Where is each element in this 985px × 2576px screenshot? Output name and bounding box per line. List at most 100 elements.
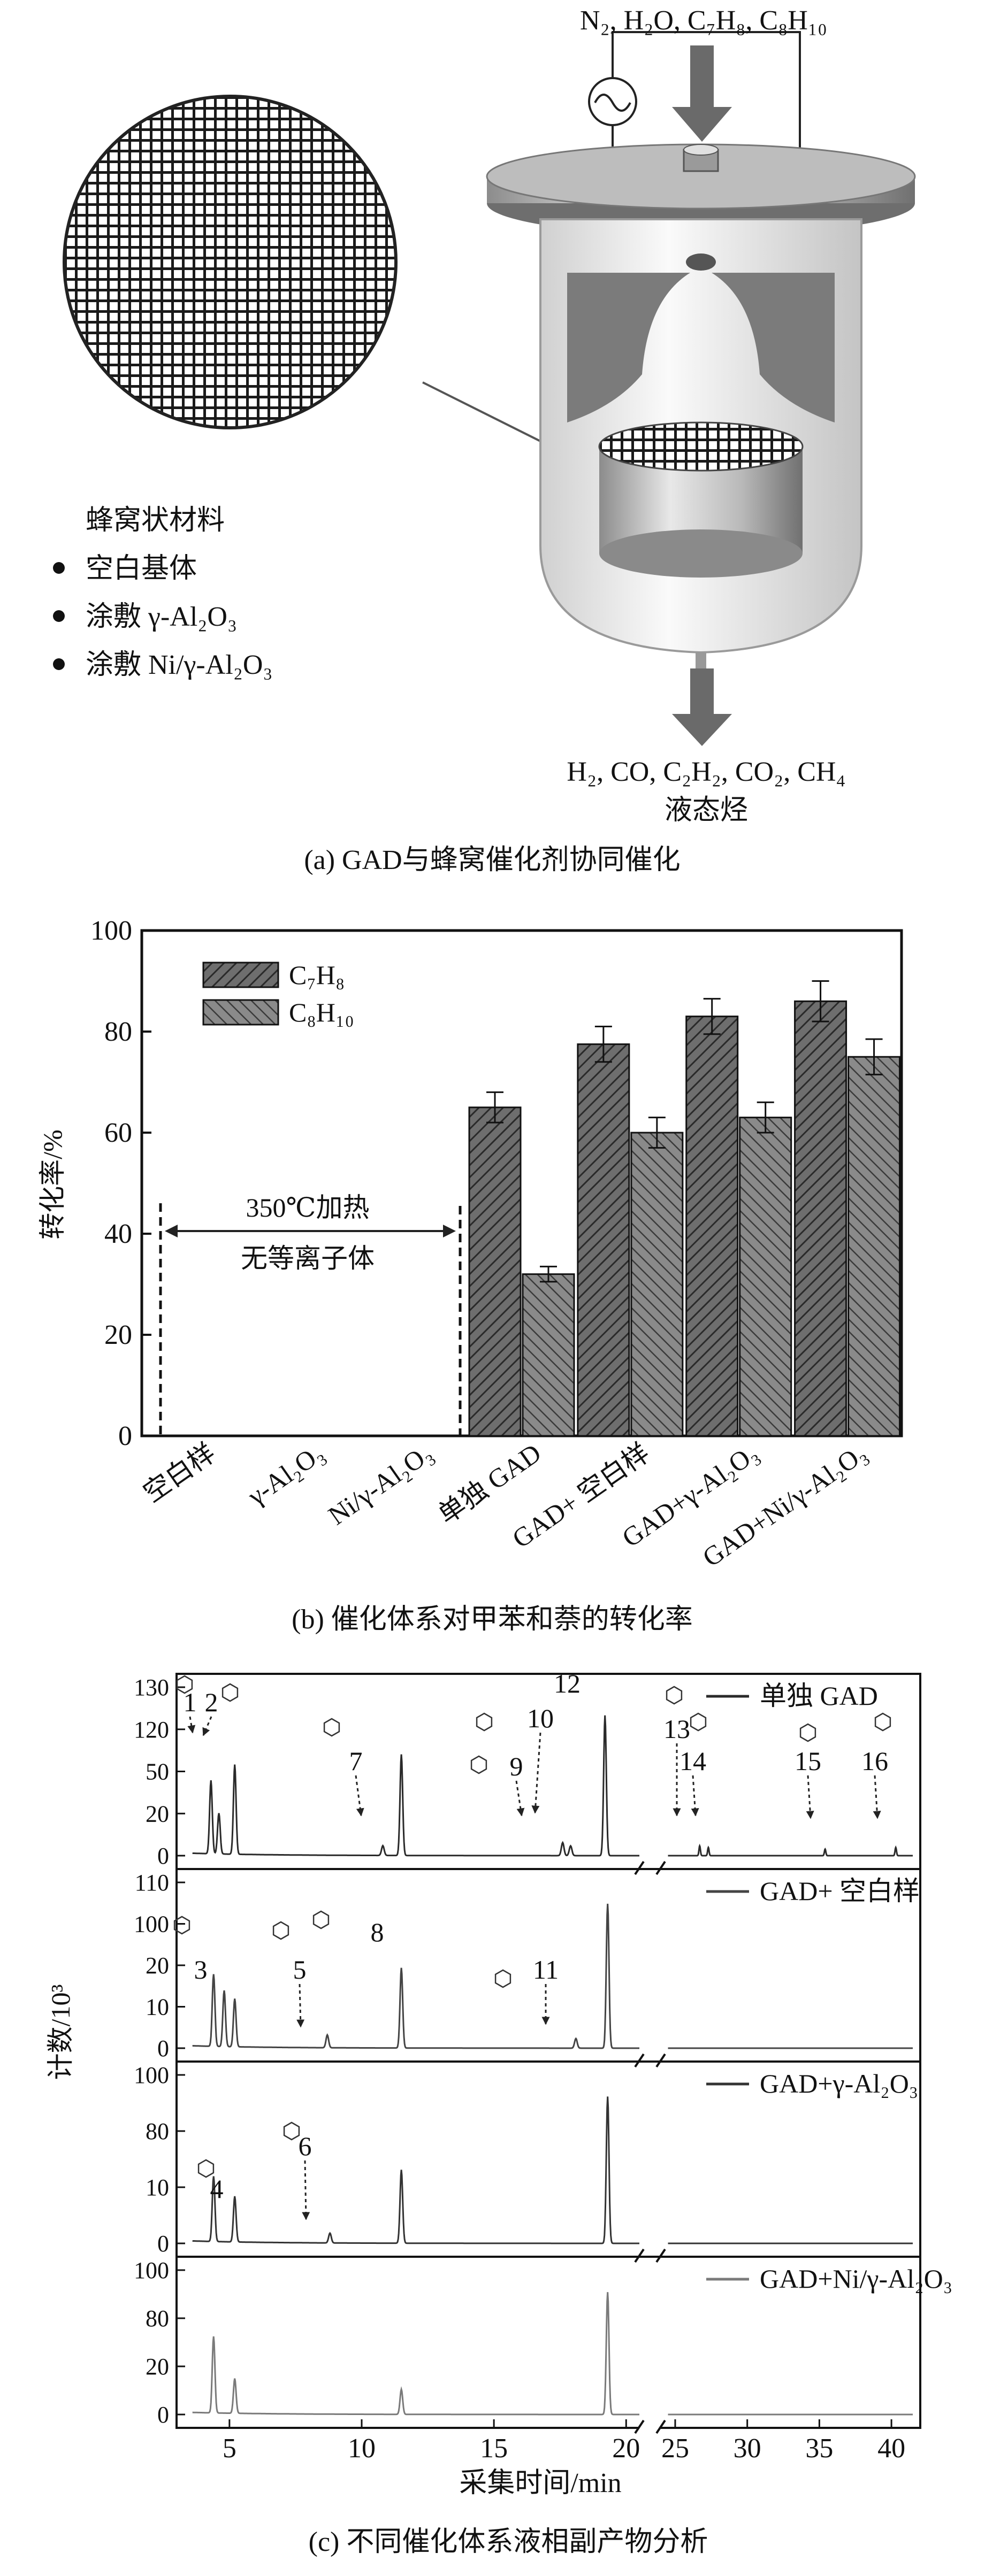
x-tick-label: 25 (661, 2433, 689, 2464)
legend-label-c8h10: C₈H₁₀ (289, 997, 354, 1027)
peak-arrow (531, 1732, 541, 1814)
peak-label: 9 (510, 1751, 523, 1781)
panel-a-caption: (a) GAD与蜂窝催化剂协同催化 (304, 845, 680, 875)
annotation-no-plasma: 无等离子体 (241, 1243, 375, 1273)
y-tick-label: 20 (146, 1952, 169, 1979)
inlet-gases-label: N₂, H₂O, C₇H₈, C₈H₁₀ (580, 5, 827, 36)
peak-arrow (202, 1716, 212, 1736)
y-tick-label: 100 (134, 1911, 169, 1937)
panel-c-caption: (c) 不同催化体系液相副产物分析 (309, 2527, 708, 2557)
x-tick-label: 10 (348, 2433, 376, 2464)
molecule-icon (666, 1686, 683, 1705)
chromatogram-panel: 0 10 20 100 110 GAD+ 空白样 (134, 1868, 921, 2068)
chart-b-ylabel: 转化率/% (37, 1129, 67, 1240)
axis-break-mark (655, 2419, 666, 2434)
chart-b-bars (468, 980, 901, 1437)
material-list: 空白基体 涂敷 γ-Al₂O₃ 涂敷 Ni/γ-Al₂O₃ (53, 553, 273, 680)
x-tick-label: 15 (480, 2433, 508, 2464)
material-item: 涂敷 γ-Al₂O₃ (86, 602, 237, 632)
chart-b-legend: C₇H₈ C₈H₁₀ (202, 960, 354, 1027)
peak-arrow (691, 1775, 699, 1817)
x-category-label: Ni/γ-Al₂O₃ (323, 1437, 438, 1531)
chart-c-x-axis: 5 10 15 20 25 30 35 40 (223, 2419, 905, 2464)
legend-label: GAD+Ni/γ-Al₂O₃ (760, 2264, 952, 2294)
y-tick-label: 120 (134, 1717, 169, 1743)
molecule-icon (176, 1675, 193, 1694)
inlet-arrow (672, 45, 732, 142)
bar-c8h10 (522, 1273, 575, 1437)
peak-label: 14 (679, 1746, 706, 1776)
legend-swatch-c7h8 (202, 962, 279, 988)
peak-arrow (873, 1775, 881, 1819)
x-tick-label: 35 (805, 2433, 833, 2464)
peak-label: 15 (795, 1746, 821, 1776)
bar-c8h10 (847, 1056, 901, 1437)
outlet-liquid-label: 液态烃 (665, 795, 748, 826)
bullet-icon (53, 658, 65, 670)
y-tick-label: 20 (146, 2354, 169, 2380)
x-category-label: γ-Al₂O₃ (242, 1437, 330, 1511)
y-tick-label: 100 (134, 2257, 169, 2283)
x-category-label: 空白样 (138, 1437, 221, 1508)
y-tick-label: 80 (146, 2118, 169, 2144)
panel-b-conversion-chart: 0 20 40 60 80 100 转化率/% C₇H₈ C₈H₁₀ 350℃加热 无等离… (37, 916, 903, 1635)
peak-label: 7 (349, 1746, 363, 1776)
bar-c8h10 (739, 1117, 792, 1437)
peak-label: 3 (194, 1955, 208, 1985)
axis-break-gap (639, 2424, 661, 2431)
reactor-outlet-tube (696, 651, 706, 673)
material-item: 涂敷 Ni/γ-Al₂O₃ (86, 650, 273, 680)
legend-label: 单独 GAD (760, 1681, 878, 1711)
y-tick-label: 10 (146, 2174, 169, 2201)
chromatogram-trace (192, 1903, 913, 2049)
molecule-icon (476, 1712, 493, 1732)
material-item: 空白基体 (86, 553, 197, 584)
peak-label: 12 (554, 1668, 581, 1698)
y-tick-label: 0 (118, 1421, 132, 1451)
y-tick-label: 40 (104, 1219, 132, 1249)
peak-label: 6 (299, 2131, 312, 2161)
y-tick-label: 0 (157, 2231, 169, 2257)
molecule-icon (799, 1723, 816, 1742)
y-tick-label: 100 (90, 916, 132, 946)
bar-c7h8 (577, 1043, 630, 1437)
chart-b-y-axis: 0 20 40 60 80 100 (90, 916, 151, 1451)
y-tick-label: 0 (157, 1843, 169, 1869)
peak-arrow (515, 1780, 525, 1817)
chromatogram-trace (192, 2096, 913, 2244)
chart-b-frame (140, 929, 903, 1437)
peak-label: 11 (533, 1955, 559, 1985)
molecule-icon (197, 2159, 215, 2178)
chart-c-ylabel: 计数/10³ (45, 1985, 75, 2080)
molecule-icon (283, 2121, 300, 2141)
chromatogram-trace (192, 2292, 913, 2416)
y-tick-label: 0 (157, 2035, 169, 2062)
panel-b-caption: (b) 催化体系对甲苯和萘的转化率 (292, 1604, 693, 1635)
annotation-heating: 350℃加热 (246, 1193, 370, 1222)
y-tick-label: 60 (104, 1118, 132, 1148)
peak-label: 2 (205, 1687, 218, 1717)
peak-label: 10 (527, 1703, 554, 1733)
x-tick-label: 40 (877, 2433, 905, 2464)
y-tick-label: 110 (135, 1870, 169, 1896)
peak-label: 16 (861, 1746, 888, 1776)
y-tick-label: 0 (157, 2402, 169, 2428)
chromatogram-panel: 0 10 80 100 GAD+γ-Al₂O₃ (134, 2060, 921, 2263)
peak-arrow (302, 2160, 310, 2220)
peak-label: 1 (184, 1687, 197, 1717)
gliding-arc-electrodes (567, 253, 835, 422)
molecule-icon (173, 1916, 190, 1935)
molecule-icon (494, 1969, 511, 1988)
peak-label: 8 (371, 1917, 384, 1947)
bar-c8h10 (630, 1132, 684, 1437)
peak-arrow (296, 1983, 305, 2028)
molecule-icon (690, 1712, 707, 1732)
outlet-gases-label: H₂, CO, C₂H₂, CO₂, CH₄ (567, 757, 845, 787)
material-title: 蜂窝状材料 (86, 505, 225, 536)
x-tick-label: 30 (734, 2433, 761, 2464)
y-tick-label: 80 (104, 1017, 132, 1047)
y-tick-label: 50 (146, 1759, 169, 1785)
molecule-icon (874, 1712, 891, 1732)
